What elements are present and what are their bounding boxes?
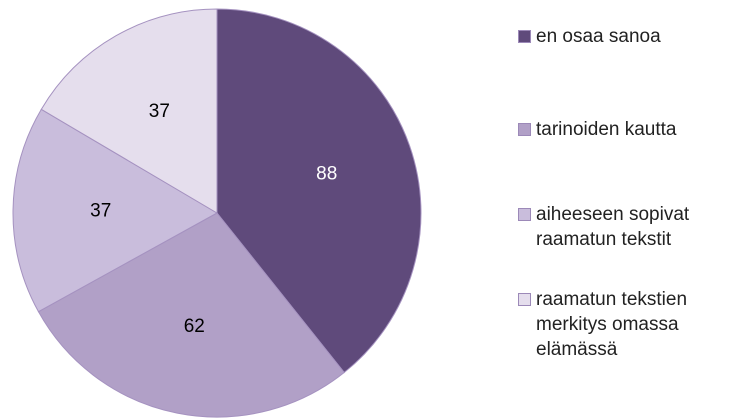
legend-item: raamatun tekstien merkitys omassa elämäs… <box>518 287 733 362</box>
pie-slice <box>12 108 219 313</box>
pie-slice <box>216 8 422 374</box>
legend-label: raamatun tekstien merkitys omassa elämäs… <box>536 289 688 360</box>
legend-item: tarinoiden kautta <box>518 117 733 142</box>
legend-item: aiheeseen sopivat raamatun tekstit <box>518 202 733 252</box>
data-label: 37 <box>149 101 170 122</box>
legend-label: tarinoiden kautta <box>536 119 677 140</box>
pie-slice <box>37 212 345 418</box>
legend-swatch <box>518 293 531 306</box>
data-label: 37 <box>90 200 111 221</box>
legend-swatch <box>518 208 531 221</box>
legend-label: aiheeseen sopivat raamatun tekstit <box>536 204 690 250</box>
data-label: 62 <box>184 316 205 337</box>
legend-swatch <box>518 30 531 43</box>
legend-label: en osaa sanoa <box>536 26 661 47</box>
legend-swatch <box>518 123 531 136</box>
pie-slice <box>40 8 218 214</box>
legend-item: en osaa sanoa <box>518 24 733 49</box>
data-label: 88 <box>316 164 337 185</box>
